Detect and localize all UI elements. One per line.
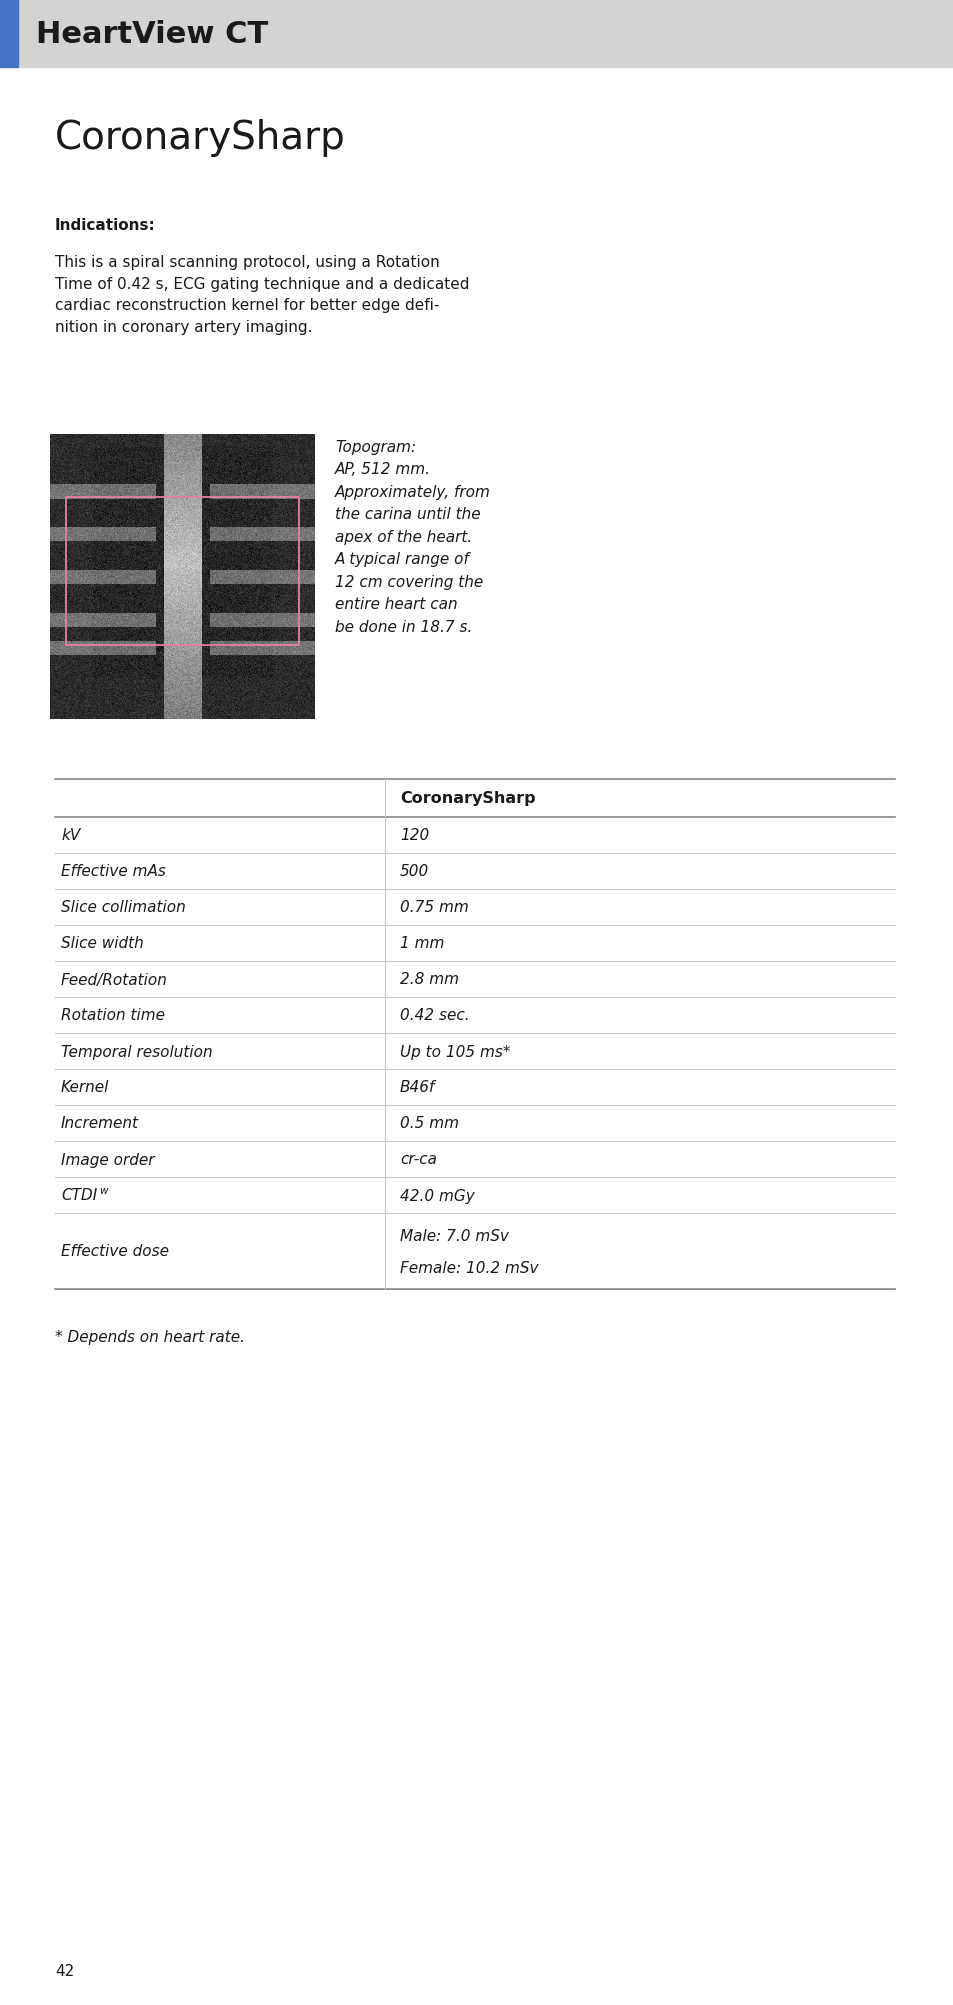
- Text: Feed/Rotation: Feed/Rotation: [61, 972, 168, 986]
- Text: Female: 10.2 mSv: Female: 10.2 mSv: [399, 1261, 537, 1275]
- Text: Topogram:
AP, 512 mm.
Approximately, from
the carina until the
apex of the heart: Topogram: AP, 512 mm. Approximately, fro…: [335, 439, 491, 634]
- Text: B46f: B46f: [399, 1081, 435, 1095]
- Text: CTDI: CTDI: [61, 1187, 97, 1203]
- Text: Increment: Increment: [61, 1117, 139, 1131]
- Text: Effective dose: Effective dose: [61, 1243, 169, 1259]
- Text: cr-ca: cr-ca: [399, 1153, 436, 1167]
- Text: 120: 120: [399, 828, 429, 842]
- Text: 2.8 mm: 2.8 mm: [399, 972, 458, 986]
- Text: 0.75 mm: 0.75 mm: [399, 900, 468, 914]
- Text: kV: kV: [61, 828, 80, 842]
- Text: 500: 500: [399, 864, 429, 878]
- Text: CoronarySharp: CoronarySharp: [55, 118, 345, 156]
- Text: 42: 42: [55, 1963, 74, 1979]
- Bar: [0, 0, 953, 68]
- Text: w: w: [99, 1185, 108, 1195]
- Text: Indications:: Indications:: [55, 217, 155, 233]
- Text: CoronarySharp: CoronarySharp: [399, 792, 535, 806]
- Text: This is a spiral scanning protocol, using a Rotation
Time of 0.42 s, ECG gating : This is a spiral scanning protocol, usin…: [55, 255, 469, 335]
- Text: 0.42 sec.: 0.42 sec.: [399, 1009, 469, 1023]
- Text: Up to 105 ms*: Up to 105 ms*: [399, 1045, 510, 1059]
- Text: Kernel: Kernel: [61, 1081, 110, 1095]
- Text: 1 mm: 1 mm: [399, 936, 444, 950]
- Text: Rotation time: Rotation time: [61, 1009, 165, 1023]
- Text: 42.0 mGy: 42.0 mGy: [399, 1187, 475, 1203]
- Bar: [66, 497, 299, 646]
- Text: 0.5 mm: 0.5 mm: [399, 1117, 458, 1131]
- Text: Slice width: Slice width: [61, 936, 144, 950]
- Text: Effective mAs: Effective mAs: [61, 864, 166, 878]
- Bar: [0, 0, 18, 68]
- Text: Image order: Image order: [61, 1153, 154, 1167]
- Text: Temporal resolution: Temporal resolution: [61, 1045, 213, 1059]
- Text: * Depends on heart rate.: * Depends on heart rate.: [55, 1329, 245, 1343]
- Text: Slice collimation: Slice collimation: [61, 900, 186, 914]
- Text: HeartView CT: HeartView CT: [36, 20, 268, 48]
- Text: Male: 7.0 mSv: Male: 7.0 mSv: [399, 1229, 508, 1243]
